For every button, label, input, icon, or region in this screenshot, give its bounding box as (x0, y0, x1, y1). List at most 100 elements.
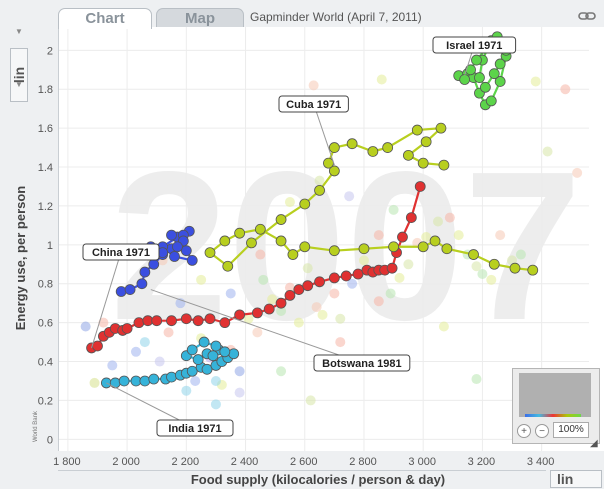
trail-point (192, 354, 204, 365)
trail-point (186, 344, 198, 356)
background-bubble (495, 230, 506, 241)
background-bubble (210, 375, 221, 386)
background-bubble (438, 321, 449, 332)
background-bubble (347, 278, 358, 289)
trail-point (494, 58, 506, 70)
background-bubble (403, 259, 414, 270)
trail-point (166, 229, 177, 241)
trail-point (468, 249, 479, 260)
annotation-label: Israel 1971 (446, 40, 502, 52)
trail-point (92, 340, 103, 352)
trail-point (417, 241, 429, 253)
minimap-viewport[interactable] (519, 373, 591, 417)
trail-point (234, 309, 246, 321)
tab-bar: Chart Map Gapminder World (April 7, 2011… (58, 6, 604, 29)
x-tick-label: 2 000 (112, 456, 140, 468)
trail-point (299, 241, 311, 253)
source-note: World Bank (33, 411, 39, 442)
trail-point (275, 297, 287, 309)
chevron-down-icon[interactable]: ▼ (15, 27, 23, 36)
trail-point (251, 307, 263, 319)
y-scale-selector[interactable]: lin (10, 48, 28, 102)
background-bubble (255, 249, 266, 260)
background-bubble (329, 288, 340, 299)
trail-point (438, 159, 450, 171)
trail-point (314, 276, 325, 288)
x-scale-label: lin (557, 471, 574, 487)
x-tick-label: 3 200 (468, 456, 496, 468)
annotation-leader (91, 251, 122, 349)
series-trail (208, 126, 533, 272)
background-bubble (243, 313, 254, 324)
background-bubble (515, 249, 526, 260)
trail-point (485, 95, 497, 107)
background-bubble (258, 274, 269, 285)
background-bubble (210, 399, 221, 410)
link-icon[interactable] (578, 10, 596, 22)
background-bubble (477, 269, 488, 280)
background-bubble (89, 377, 100, 388)
background-bubble (317, 309, 328, 320)
trail-point (151, 315, 163, 327)
background-bubble (471, 261, 482, 272)
trail-point (148, 258, 160, 270)
zoom-out-icon[interactable]: − (535, 424, 549, 438)
background-bubble (252, 327, 263, 338)
trail-point (328, 272, 340, 284)
y-tick-label: 1 (47, 240, 53, 252)
background-bubble (376, 74, 387, 85)
trail-point (219, 317, 231, 329)
trail-point (293, 284, 305, 295)
trail-point (488, 68, 500, 80)
trail-point (109, 377, 121, 389)
trail-point (414, 181, 426, 192)
zoom-in-icon[interactable]: + (517, 424, 531, 438)
trail-point (388, 241, 399, 253)
trail-point (488, 258, 500, 270)
x-tick-label: 1 800 (53, 456, 81, 468)
chevron-down-icon[interactable]: ▼ (15, 80, 23, 89)
background-bubble (314, 175, 325, 186)
trail-point (275, 214, 287, 225)
trail-point (479, 81, 491, 93)
trail-point (352, 268, 364, 280)
x-axis-selector[interactable] (58, 470, 546, 489)
trail-point (386, 262, 398, 274)
trail-point (207, 350, 219, 362)
trail-point (166, 371, 177, 383)
trail-point (263, 303, 275, 315)
trail-point (186, 254, 198, 266)
trail-point (219, 235, 231, 247)
background-bubble (163, 327, 174, 338)
background-bubble (302, 263, 313, 274)
annotation-label: Cuba 1971 (286, 99, 341, 111)
background-bubble (311, 302, 322, 313)
trail-point (222, 260, 234, 272)
trail-point (121, 323, 133, 334)
trail-point (328, 245, 340, 257)
background-bubble (181, 385, 192, 396)
background-bubble (190, 375, 201, 386)
trail-point (198, 336, 210, 348)
background-bubble (335, 313, 346, 324)
minimap[interactable]: + − 100% (512, 368, 600, 444)
trail-point (494, 76, 506, 87)
tab-map[interactable]: Map (156, 8, 244, 28)
tab-chart[interactable]: Chart (58, 8, 152, 29)
trail-point (465, 64, 476, 76)
resize-icon[interactable]: ◢ (590, 438, 598, 449)
annotation-label: Botswana 1981 (322, 358, 401, 370)
y-axis-strip: ▼ lin ▼ (0, 27, 40, 460)
x-scale-selector[interactable]: lin (550, 470, 602, 488)
background-bubble (358, 255, 369, 266)
background-bubble (335, 337, 346, 348)
annotation-leader (313, 103, 335, 166)
annotation-leader (150, 289, 363, 364)
background-bubble (107, 360, 118, 371)
trail-point (204, 313, 216, 325)
trail-point (219, 346, 231, 358)
background-bubble (234, 387, 245, 398)
trail-point (435, 122, 447, 134)
year-watermark: 2007 (110, 127, 582, 364)
background-bubble (276, 305, 287, 316)
